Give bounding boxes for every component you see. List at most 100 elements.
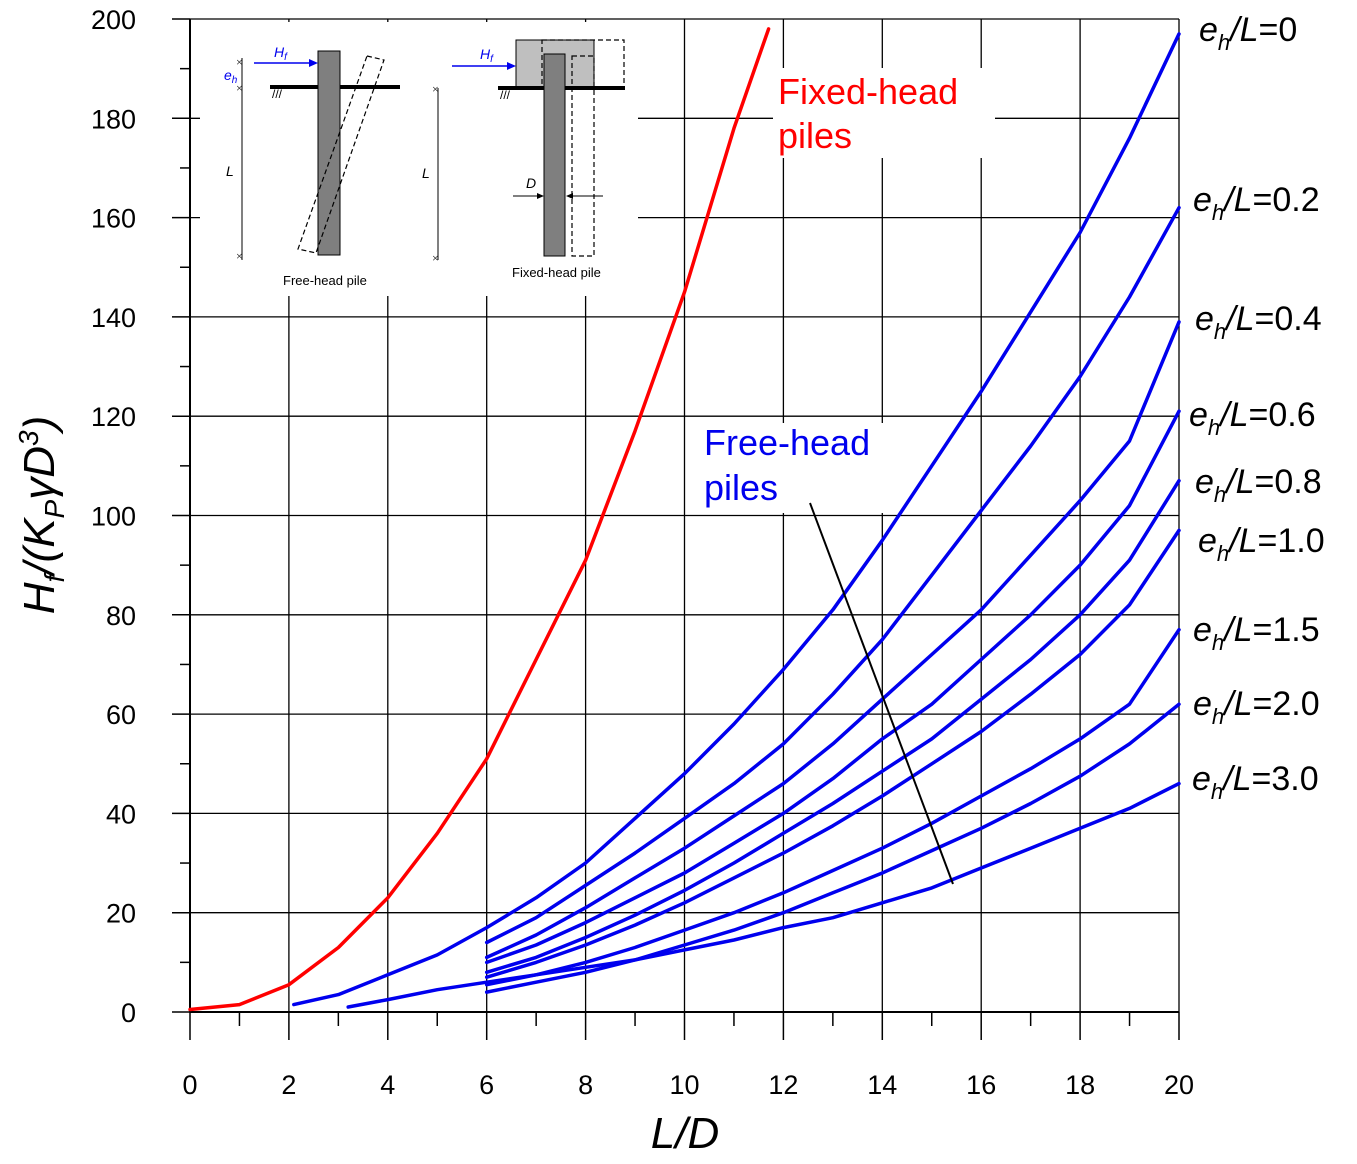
data-point xyxy=(584,944,587,946)
data-point xyxy=(733,939,735,941)
data-point xyxy=(733,782,735,785)
data-point xyxy=(485,956,488,959)
data-point xyxy=(1128,137,1131,139)
data-point xyxy=(767,28,770,30)
data-point xyxy=(1029,554,1032,557)
data-point xyxy=(1029,693,1032,696)
data-point xyxy=(1178,782,1180,785)
data-point xyxy=(634,877,636,879)
data-point xyxy=(881,638,884,641)
x-tick-label: 10 xyxy=(669,1070,699,1100)
dim-tick-icon: × xyxy=(236,81,243,95)
data-point xyxy=(485,941,488,944)
series-label: eh/L=0.4 xyxy=(1195,300,1322,344)
data-point xyxy=(1079,738,1081,740)
data-point xyxy=(337,946,340,949)
data-point xyxy=(387,973,389,976)
dim-tick-icon: × xyxy=(236,249,243,263)
series-line-9 xyxy=(346,781,1181,1009)
data-point xyxy=(485,757,488,760)
data-point xyxy=(881,539,884,542)
series-label: eh/L=1.5 xyxy=(1193,611,1320,655)
data-point xyxy=(930,703,933,705)
data-point xyxy=(1178,479,1180,482)
data-point xyxy=(733,815,735,817)
series-label: eh/L=0.6 xyxy=(1189,396,1316,440)
data-point xyxy=(1079,653,1081,656)
axes: 0 2 4 6 8 10 12 14 16 18 2002040608010012014016018… xyxy=(91,5,1194,1100)
data-point xyxy=(485,971,488,974)
free-head-annotation-line1: Free-head xyxy=(704,422,870,463)
data-point xyxy=(1178,321,1180,323)
data-point xyxy=(832,869,834,872)
data-point xyxy=(832,825,834,827)
fixed-force-arrowhead xyxy=(507,62,516,70)
data-point xyxy=(881,872,884,874)
series-lines xyxy=(188,27,1181,1012)
x-tick-label: 8 xyxy=(578,1070,593,1100)
dim-tick-icon: × xyxy=(236,55,243,69)
data-point xyxy=(485,926,488,929)
data-point xyxy=(634,914,636,916)
data-point xyxy=(1079,564,1081,566)
data-point xyxy=(683,291,686,293)
y-tick-label: 40 xyxy=(106,799,136,829)
data-point xyxy=(485,976,488,979)
data-point xyxy=(1029,767,1032,770)
data-point xyxy=(1128,440,1131,442)
dim-tick-icon: × xyxy=(432,82,439,96)
y-axis-title: Hf/(KPγD3) xyxy=(13,416,70,615)
data-point xyxy=(930,465,933,467)
fixed-head-caption: Fixed-head pile xyxy=(512,265,601,280)
data-point xyxy=(683,772,686,775)
data-point xyxy=(485,991,488,993)
data-point xyxy=(930,762,933,765)
fixed-head-annotation-line1: Fixed-head xyxy=(778,71,958,112)
series-label: eh/L=0.8 xyxy=(1195,463,1322,507)
data-point xyxy=(683,944,686,946)
data-point xyxy=(1128,703,1131,705)
series-line-5 xyxy=(484,478,1181,975)
data-point xyxy=(832,892,834,894)
free-head-annotation-bg xyxy=(700,423,898,513)
series-label: eh/L=2.0 xyxy=(1193,685,1320,729)
data-point xyxy=(293,1003,295,1006)
data-point xyxy=(1178,529,1180,532)
data-point xyxy=(782,926,785,929)
data-point xyxy=(1178,410,1180,413)
data-point xyxy=(683,817,686,820)
data-point xyxy=(782,832,785,835)
series-line-3 xyxy=(484,320,1181,960)
data-point xyxy=(634,959,636,961)
data-point xyxy=(1128,559,1131,561)
free-pile-shape xyxy=(317,50,341,256)
data-point xyxy=(683,949,686,951)
data-point xyxy=(782,743,785,745)
data-point xyxy=(832,802,834,805)
data-point xyxy=(733,127,735,130)
data-point xyxy=(980,698,982,701)
data-point xyxy=(683,872,686,874)
free-head-annotation-line2: piles xyxy=(704,467,778,508)
y-tick-label: 80 xyxy=(106,601,136,631)
data-point xyxy=(980,867,982,869)
data-point xyxy=(980,390,982,393)
free-length-label: L xyxy=(226,163,234,179)
series-line-7 xyxy=(484,627,1181,987)
data-point xyxy=(733,929,735,931)
data-point xyxy=(387,897,389,899)
free-head-caption: Free-head pile xyxy=(283,273,367,288)
data-point xyxy=(584,862,587,864)
data-point xyxy=(930,849,933,852)
data-point xyxy=(930,653,933,656)
data-point xyxy=(1128,807,1131,810)
x-tick-label: 18 xyxy=(1065,1070,1095,1100)
data-point xyxy=(930,574,933,576)
free-pile-deflected-outline xyxy=(297,55,385,254)
data-point xyxy=(832,916,834,919)
y-tick-label: 60 xyxy=(106,700,136,730)
data-point xyxy=(238,1003,241,1006)
data-point xyxy=(1029,802,1032,805)
soil-hatch-icon: /// xyxy=(500,88,511,102)
data-point xyxy=(337,993,340,996)
